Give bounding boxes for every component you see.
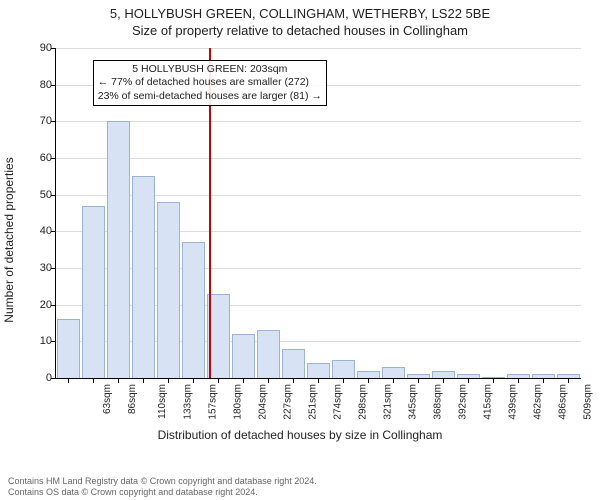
x-tick-mark <box>268 379 269 383</box>
x-tick-label: 439sqm <box>507 384 518 420</box>
bar <box>182 242 206 378</box>
x-tick-label: 204sqm <box>257 384 268 420</box>
x-tick-label: 110sqm <box>156 384 167 419</box>
y-tick-label: 0 <box>28 372 52 384</box>
gridline <box>56 158 581 159</box>
bar <box>482 377 506 378</box>
x-tick-label: 63sqm <box>102 384 113 414</box>
x-tick-label: 298sqm <box>357 384 368 420</box>
x-tick-mark <box>468 379 469 383</box>
gridline <box>56 121 581 122</box>
bar <box>357 371 381 378</box>
x-tick-label: 486sqm <box>557 384 568 420</box>
x-tick-mark <box>168 379 169 383</box>
x-tick-mark <box>393 379 394 383</box>
annotation-box: 5 HOLLYBUSH GREEN: 203sqm ← 77% of detac… <box>93 60 327 107</box>
y-axis-label: Number of detached properties <box>2 75 16 240</box>
bar <box>332 360 356 378</box>
x-tick-label: 133sqm <box>182 384 193 420</box>
footer-line1: Contains HM Land Registry data © Crown c… <box>8 476 317 487</box>
x-tick-mark <box>318 379 319 383</box>
footer-attribution: Contains HM Land Registry data © Crown c… <box>8 476 317 498</box>
title-address: 5, HOLLYBUSH GREEN, COLLINGHAM, WETHERBY… <box>0 0 600 21</box>
y-tick-label: 90 <box>28 42 52 54</box>
bar <box>557 374 581 378</box>
x-tick-label: 509sqm <box>582 384 593 420</box>
annotation-line1: 5 HOLLYBUSH GREEN: 203sqm <box>98 63 322 77</box>
y-tick-label: 10 <box>28 335 52 347</box>
bar <box>257 330 281 378</box>
bar <box>307 363 331 378</box>
x-tick-label: 274sqm <box>332 384 343 420</box>
y-tick-label: 20 <box>28 299 52 311</box>
x-tick-label: 392sqm <box>457 384 468 420</box>
x-tick-mark <box>218 379 219 383</box>
bar <box>232 334 256 378</box>
footer-line2: Contains OS data © Crown copyright and d… <box>8 487 317 498</box>
x-tick-mark <box>118 379 119 383</box>
bar <box>57 319 81 378</box>
bar <box>107 121 131 378</box>
x-tick-mark <box>568 379 569 383</box>
x-axis-label: Distribution of detached houses by size … <box>0 428 600 442</box>
x-tick-mark <box>418 379 419 383</box>
x-tick-label: 227sqm <box>282 384 293 420</box>
gridline <box>56 48 581 49</box>
x-tick-mark <box>543 379 544 383</box>
annotation-line2: ← 77% of detached houses are smaller (27… <box>98 76 322 90</box>
x-tick-mark <box>443 379 444 383</box>
bar <box>157 202 181 378</box>
plot-area: 5 HOLLYBUSH GREEN: 203sqm ← 77% of detac… <box>55 48 581 379</box>
x-tick-mark <box>293 379 294 383</box>
bar <box>532 374 556 378</box>
bar <box>507 374 531 378</box>
y-tick-label: 30 <box>28 262 52 274</box>
title-subtitle: Size of property relative to detached ho… <box>0 21 600 38</box>
x-tick-mark <box>368 379 369 383</box>
y-tick-label: 70 <box>28 115 52 127</box>
bar <box>82 206 106 378</box>
x-tick-label: 415sqm <box>482 384 493 420</box>
x-tick-mark <box>93 379 94 383</box>
x-tick-label: 157sqm <box>207 384 218 420</box>
bar <box>132 176 156 378</box>
x-tick-label: 180sqm <box>232 384 243 420</box>
x-tick-mark <box>143 379 144 383</box>
x-tick-mark <box>343 379 344 383</box>
x-tick-label: 462sqm <box>532 384 543 420</box>
x-tick-label: 251sqm <box>307 384 318 420</box>
bar <box>282 349 306 378</box>
y-tick-label: 50 <box>28 189 52 201</box>
annotation-line3: 23% of semi-detached houses are larger (… <box>98 90 322 104</box>
x-tick-label: 321sqm <box>382 384 393 420</box>
chart-container: Number of detached properties 0 10 20 30 40 5… <box>0 40 600 460</box>
x-tick-mark <box>193 379 194 383</box>
bar <box>407 374 431 378</box>
y-tick-label: 60 <box>28 152 52 164</box>
x-tick-label: 86sqm <box>127 384 138 414</box>
x-tick-mark <box>243 379 244 383</box>
bar <box>382 367 406 378</box>
bar <box>457 374 481 378</box>
y-tick-label: 80 <box>28 79 52 91</box>
x-tick-mark <box>518 379 519 383</box>
x-tick-mark <box>493 379 494 383</box>
y-tick-label: 40 <box>28 225 52 237</box>
x-tick-mark <box>68 379 69 383</box>
x-tick-label: 368sqm <box>432 384 443 420</box>
x-tick-label: 345sqm <box>407 384 418 420</box>
bar <box>432 371 456 378</box>
